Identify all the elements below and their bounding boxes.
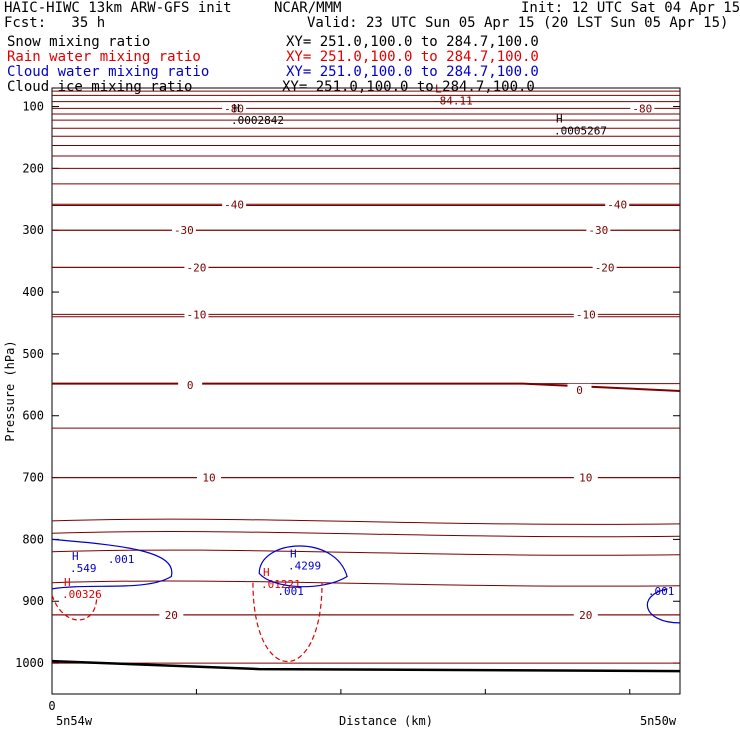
temperature-contour-label: -30 [174, 224, 194, 237]
contour-label-bg [586, 224, 611, 236]
y-tick-label: 800 [22, 532, 44, 546]
x-endpoint-label-left: 5n54w [56, 714, 93, 728]
isotherm-line [51, 580, 681, 587]
cloud-water-label: .001 [277, 585, 304, 598]
model-title: HAIC-HIWC 13km ARW-GFS init [4, 0, 232, 16]
cloud-water-label: .001 [648, 585, 675, 598]
valid-label: Valid: 23 UTC Sun 05 Apr 15 (20 LST Sun … [307, 15, 729, 31]
rain-contour [252, 582, 323, 662]
extremum-marker: H [72, 550, 79, 563]
x-endpoint-label-right: 5n50w [640, 714, 677, 728]
cloud-water-contour [646, 588, 681, 624]
extremum-marker: H [233, 102, 240, 115]
y-tick-label: 900 [22, 594, 44, 608]
init-label: Init: 12 UTC Sat 04 Apr 15 [521, 0, 740, 16]
temperature-contour-label: -20 [595, 261, 615, 274]
contour-label-bg [605, 198, 630, 210]
rain-contour [51, 588, 98, 621]
contour-label-bg [222, 198, 247, 210]
extremum-marker: H [64, 576, 71, 589]
temperature-contour-label: 20 [579, 609, 592, 622]
contour-label-bg [171, 224, 196, 236]
temperature-contour-label: -30 [588, 224, 608, 237]
cloud-water-label: .001 [108, 553, 135, 566]
cloud-water-contour [51, 538, 173, 590]
isotherm-line [51, 531, 681, 538]
org-label: NCAR/MMM [274, 0, 342, 16]
temperature-contour-label: 0 [187, 379, 194, 392]
y-tick-label: 200 [22, 161, 44, 175]
temperature-contour-label: -40 [224, 198, 244, 211]
x-axis-label: Distance (km) [339, 714, 433, 728]
y-tick-label: 500 [22, 347, 44, 361]
contour-label-bg [197, 471, 221, 483]
temperature-contour-label: -80 [632, 102, 652, 115]
isotherm-line [51, 518, 681, 525]
extremum-value: .00326 [62, 588, 102, 601]
temperature-contour-label: -40 [607, 198, 627, 211]
temperature-contour-label: -80 [224, 102, 244, 115]
field-xy-cloud-water: XY= 251.0,100.0 to 284.7,100.0 [286, 64, 539, 80]
field-name-snow: Snow mixing ratio [7, 34, 151, 50]
temperature-contour-label: -10 [576, 308, 596, 321]
temperature-contour-label: 0 [576, 384, 583, 397]
contour-label-bg [573, 308, 598, 320]
extremum-value: .4299 [288, 560, 321, 573]
contour-label-bg [159, 608, 184, 620]
contour-label-bg [184, 261, 209, 273]
y-tick-label: 600 [22, 409, 44, 423]
y-axis-label: Pressure (hPa) [3, 340, 17, 441]
field-xy-rain: XY= 251.0,100.0 to 284.7,100.0 [286, 49, 539, 65]
y-tick-label: 700 [22, 471, 44, 485]
x-tick-label-zero: 0 [48, 699, 55, 713]
temperature-contour-label: 10 [202, 472, 215, 485]
temperature-contour-label: -20 [187, 261, 207, 274]
extremum-marker: H [556, 112, 563, 125]
contour-label-bg [178, 379, 203, 391]
contour-label-bg [630, 102, 655, 114]
contour-label-bg [592, 261, 617, 273]
fcst-label: Fcst: 35 h [4, 15, 106, 31]
contour-label-bg [222, 102, 247, 114]
extremum-value: .549 [70, 562, 97, 575]
field-xy-snow: XY= 251.0,100.0 to 284.7,100.0 [286, 34, 539, 50]
temperature-contour-label: -10 [187, 308, 207, 321]
cloud-water-contour [258, 545, 348, 588]
extremum-marker: H [263, 566, 270, 579]
extremum-value: .0005267 [554, 124, 607, 137]
temperature-contour-label: 10 [579, 472, 592, 485]
terrain-line [51, 659, 681, 673]
contour-label-bg [567, 383, 592, 395]
temperature-contour [52, 382, 681, 392]
extremum-value: .0002842 [231, 114, 284, 127]
y-tick-label: 400 [22, 285, 44, 299]
temperature-contour-label: 20 [165, 609, 178, 622]
contour-label-bg [573, 608, 598, 620]
contour-label-bg [184, 308, 209, 320]
contour-label-bg [573, 471, 598, 483]
y-tick-label: 300 [22, 223, 44, 237]
y-tick-label: 1000 [15, 656, 44, 670]
field-name-cloud-water: Cloud water mixing ratio [7, 64, 210, 80]
field-name-rain: Rain water mixing ratio [7, 49, 201, 65]
extremum-marker: H [290, 548, 297, 561]
y-tick-label: 100 [22, 100, 44, 114]
isotherm-line [51, 549, 681, 556]
extremum-marker: L [435, 83, 442, 96]
extremum-value: -84.11 [433, 95, 473, 108]
